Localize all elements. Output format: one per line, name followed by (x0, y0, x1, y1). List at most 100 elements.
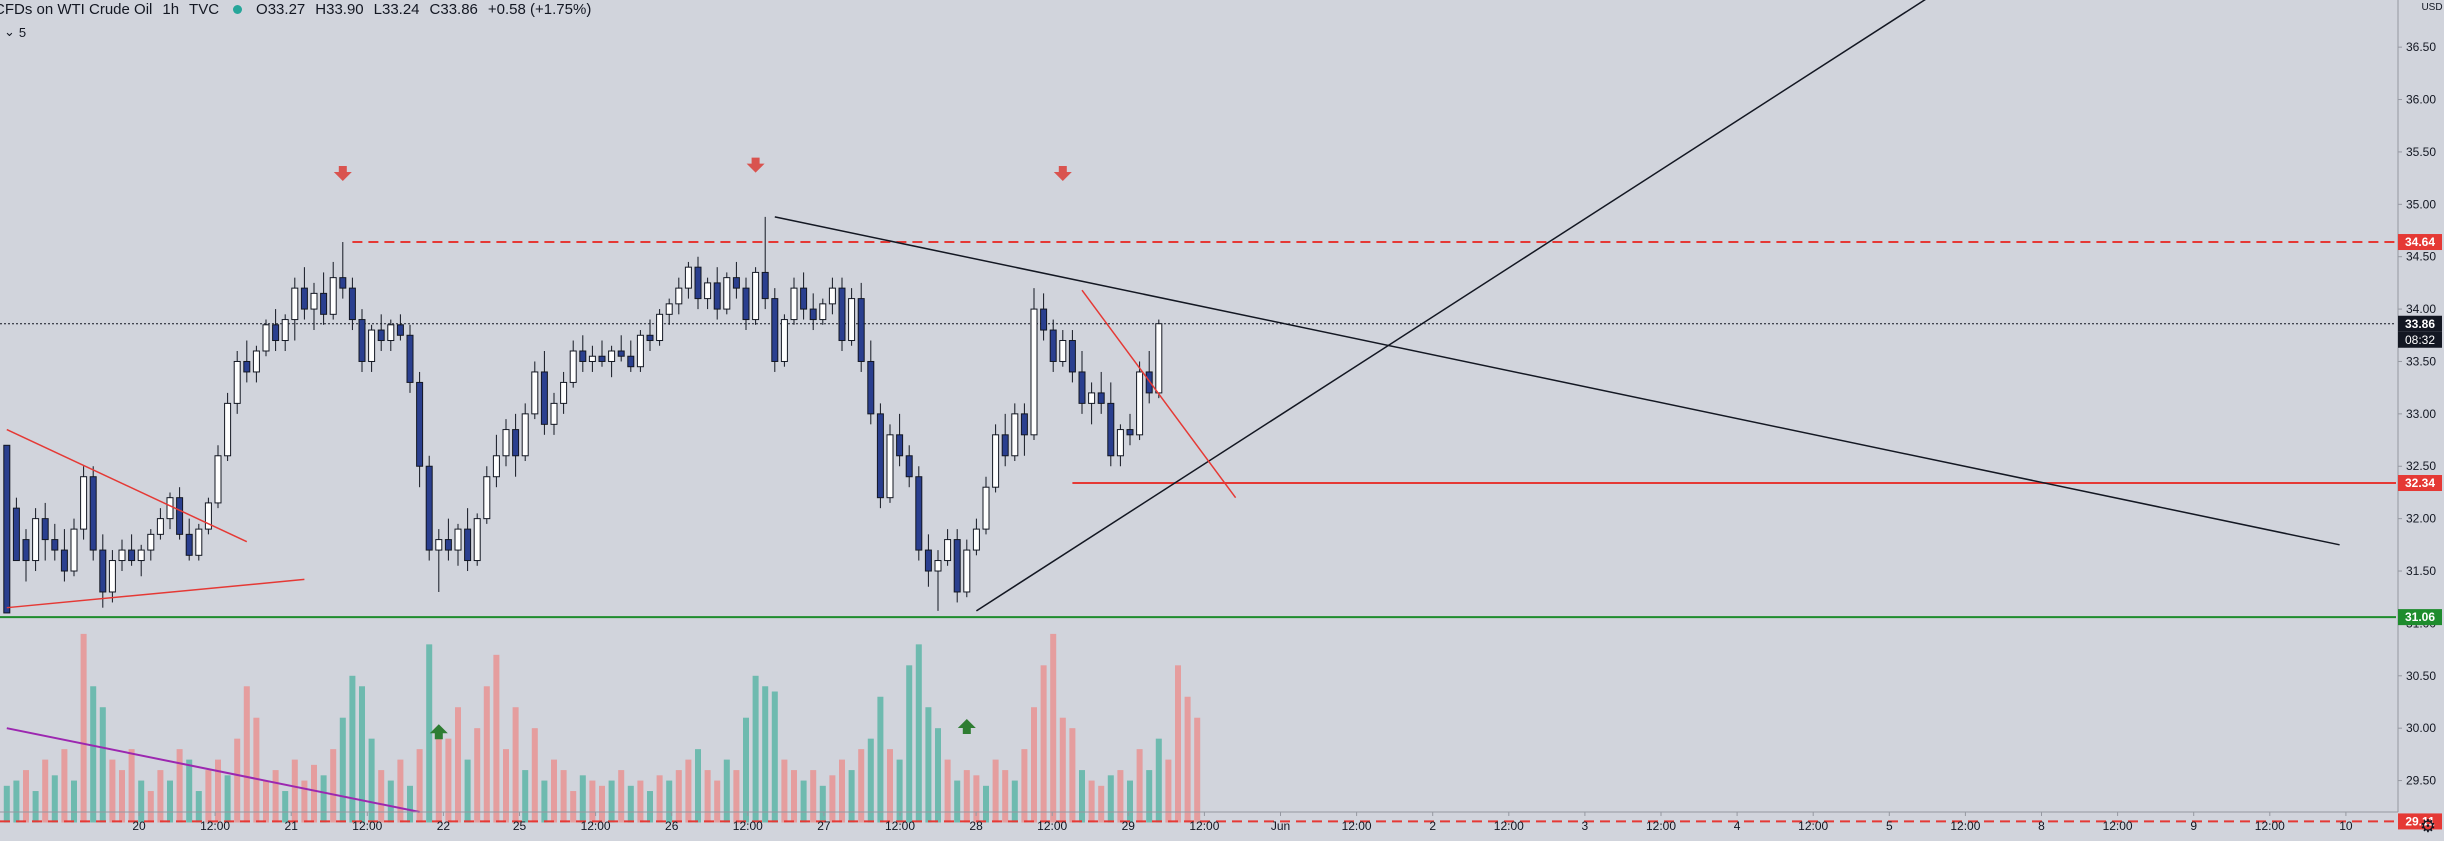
open-value: O33.27 (256, 0, 306, 18)
candle-body (1030, 308, 1038, 436)
volume-bar (762, 686, 769, 823)
price-tick-label: 36.50 (2406, 40, 2436, 54)
volume-bar (1136, 749, 1143, 823)
candle (425, 455, 433, 561)
volume-bar (61, 749, 68, 823)
candle-body (1155, 323, 1163, 394)
volume-bar (272, 770, 279, 823)
candle-body (1097, 392, 1105, 404)
volume-bar (339, 717, 346, 823)
candle-body (41, 518, 49, 541)
indicator-toggle[interactable]: ⌄ 5 (4, 24, 26, 40)
volume-bar (992, 759, 999, 823)
candle (876, 403, 884, 509)
candle-body (80, 476, 88, 530)
indicator-count: 5 (18, 24, 27, 40)
volume-bar (387, 780, 394, 823)
price-tick-label: 32.00 (2406, 512, 2436, 526)
candle-body (166, 497, 174, 520)
volume-bar (858, 749, 865, 823)
candle (454, 523, 462, 566)
candle (924, 534, 932, 587)
price-tag-bg (2398, 475, 2442, 492)
price-tag-bg (2398, 609, 2442, 626)
volume-bar (378, 770, 385, 823)
candle (636, 330, 644, 372)
volume-bar (186, 759, 193, 823)
candle-body (416, 381, 424, 467)
price-tag: 31.06 (2398, 609, 2442, 626)
candle (3, 444, 11, 614)
candle-body (675, 287, 683, 305)
candle-body (598, 355, 606, 362)
time-tick-label: 26 (665, 819, 679, 833)
volume-bar (253, 717, 260, 823)
price-tag-label: 33.86 (2405, 317, 2435, 331)
candle-body (118, 549, 126, 562)
candle-body (320, 292, 328, 315)
volume-bar (666, 780, 673, 823)
candle (656, 309, 664, 346)
volume-bar (685, 759, 692, 823)
volume-bar (1127, 780, 1133, 823)
candle (1059, 330, 1067, 367)
candle-body (300, 287, 308, 310)
candle (310, 282, 318, 331)
candle (531, 361, 539, 420)
price-tick-label: 31.50 (2406, 564, 2436, 578)
arrow-down-icon (1053, 165, 1072, 181)
volume-bar (23, 770, 29, 823)
candle-body (636, 334, 644, 368)
candle (1001, 413, 1009, 467)
volume-bar (695, 749, 701, 823)
volume-bar (791, 770, 797, 823)
candle-body (137, 549, 145, 562)
candle-body (742, 287, 750, 321)
candle-body (569, 350, 577, 383)
candle (89, 466, 97, 561)
volume-bar (1184, 696, 1191, 823)
candle (867, 340, 875, 425)
candle-body (291, 287, 299, 321)
candle (339, 242, 347, 299)
volume-bar (1031, 707, 1037, 823)
time-tick-label: Jun (1271, 819, 1290, 833)
candle (646, 319, 654, 351)
volume-bar (455, 707, 461, 823)
candle (137, 544, 145, 577)
high-value: H33.90 (315, 0, 364, 18)
candle (377, 314, 385, 351)
market-status-dot-icon (233, 4, 243, 14)
candle (473, 513, 481, 566)
candle (396, 314, 404, 341)
symbol-name[interactable]: CFDs on WTI Crude Oil (0, 0, 153, 18)
candle (22, 529, 30, 582)
candle-body (896, 434, 904, 457)
candle (982, 476, 990, 535)
candle-body (387, 324, 395, 342)
interval-label[interactable]: 1h (162, 0, 180, 18)
candle (1107, 382, 1115, 467)
time-tick-label: 12:00 (1798, 819, 1828, 833)
volume-bar (483, 686, 490, 823)
candle-body (368, 329, 376, 362)
settings-gear-icon[interactable]: ⚙ (2419, 816, 2436, 836)
volume-trendline (6, 727, 420, 813)
candle-body (646, 334, 654, 342)
candle (156, 508, 164, 540)
candle-body (588, 355, 596, 362)
candle-body (579, 350, 587, 362)
candle-body (483, 476, 491, 520)
volume-bar (407, 785, 413, 823)
candle (732, 261, 740, 299)
volume-bar (1079, 770, 1085, 823)
candle-body (713, 282, 721, 310)
candle-body (224, 402, 232, 457)
volume-bar (195, 791, 202, 823)
volume-bar (1165, 759, 1172, 823)
candle-body (147, 533, 155, 551)
candle-body (752, 271, 760, 321)
candle-body (272, 324, 280, 342)
